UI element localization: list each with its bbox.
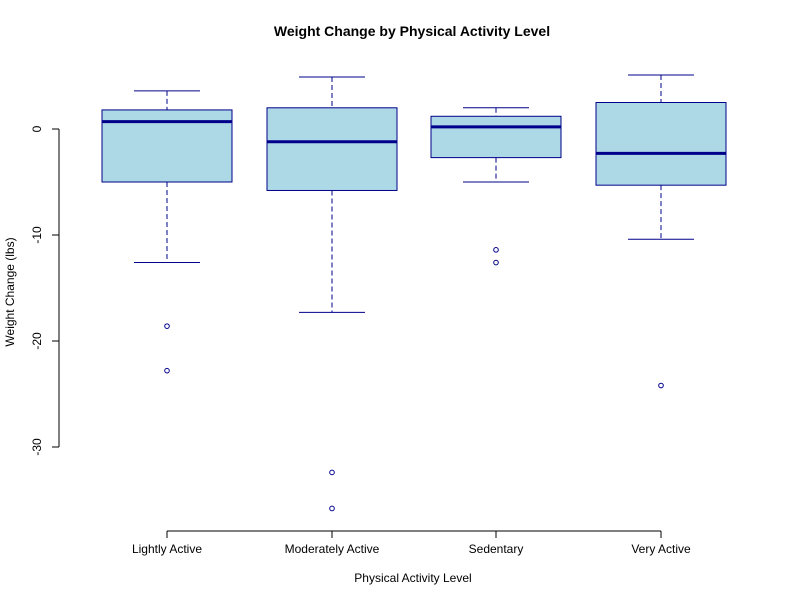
outlier-point <box>493 247 499 253</box>
chart-title: Weight Change by Physical Activity Level <box>274 23 550 39</box>
x-tick-label: Very Active <box>631 542 691 556</box>
outlier-point <box>493 259 499 266</box>
x-tick-label: Moderately Active <box>285 542 380 556</box>
box-lightly-active <box>101 90 233 374</box>
y-tick-label: -30 <box>30 438 44 456</box>
x-tick-label: Sedentary <box>469 542 524 556</box>
boxes-group <box>101 74 727 512</box>
y-tick-label: -10 <box>30 226 44 244</box>
box-moderately-active <box>266 76 398 512</box>
outlier-point <box>329 469 335 476</box>
x-axis: Lightly Active Moderately Active Sedentary… <box>132 530 691 556</box>
x-axis-label: Physical Activity Level <box>354 571 471 585</box>
outlier-point <box>658 382 664 389</box>
y-tick-label: -20 <box>30 332 44 350</box>
iqr-box <box>595 102 727 186</box>
outlier-point <box>164 367 170 374</box>
y-tick-label: 0 <box>30 125 44 132</box>
box-sedentary <box>430 107 562 266</box>
box-very-active <box>595 74 727 389</box>
y-axis: 0 -10 -20 -30 <box>30 125 60 456</box>
y-axis-label: Weight Change (lbs) <box>3 237 17 346</box>
outlier-point <box>329 505 335 512</box>
x-tick-label: Lightly Active <box>132 542 202 556</box>
iqr-box <box>266 107 398 191</box>
iqr-box <box>430 115 562 159</box>
outlier-point <box>164 323 170 329</box>
